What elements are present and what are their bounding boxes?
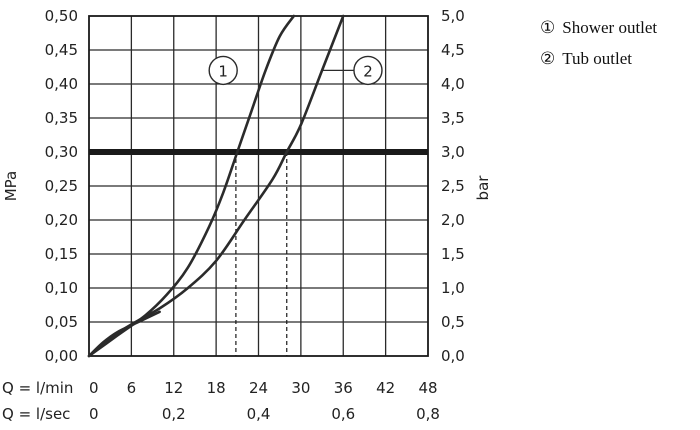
x-tick-label: 18	[207, 379, 226, 397]
y-tick-label-right: 3,5	[441, 109, 465, 127]
y-tick-label-left: 0,05	[45, 313, 78, 331]
callout-circle-1	[208, 55, 238, 86]
y-tick-label-right: 4,5	[441, 41, 465, 59]
y-tick-label-right: 2,5	[441, 177, 465, 195]
x-tick-label: 0,6	[331, 405, 355, 423]
y-tick-label-right: 1,5	[441, 245, 465, 263]
legend-item-tub-outlet: ② Tub outlet	[540, 43, 657, 74]
y-tick-label-left: 0,15	[45, 245, 78, 263]
y-tick-label-left: 0,10	[45, 279, 78, 297]
y-tick-label-right: 3,0	[441, 143, 465, 161]
y-tick-label-left: 0,30	[45, 143, 78, 161]
callout-label-2: 2	[363, 62, 373, 80]
x-tick-label: 36	[334, 379, 353, 397]
x-tick-label: 0,2	[162, 405, 186, 423]
legend-label: Tub outlet	[562, 48, 633, 68]
y-tick-label-right: 0,5	[441, 313, 465, 331]
y-tick-label-left: 0,20	[45, 211, 78, 229]
legend-item-shower-outlet: ① Shower outlet	[540, 12, 657, 43]
callout-label-1: 1	[218, 62, 228, 80]
y-tick-label-right: 4,0	[441, 75, 465, 93]
x-tick-label: 24	[249, 379, 268, 397]
y-axis-label-right: bar	[474, 175, 492, 201]
y-tick-label-right: 0,0	[441, 347, 465, 365]
x-tick-label: 6	[127, 379, 137, 397]
legend-marker: ②	[540, 48, 556, 68]
x-axis-label: Q = l/min	[2, 379, 73, 397]
y-tick-label-right: 5,0	[441, 7, 465, 25]
x-tick-label: 0,4	[247, 405, 271, 423]
callout-circle-2	[353, 55, 383, 86]
x-tick-label: 42	[376, 379, 395, 397]
y-tick-label-left: 0,35	[45, 109, 78, 127]
y-tick-label-right: 1,0	[441, 279, 465, 297]
x-tick-label: 48	[418, 379, 437, 397]
legend-marker: ①	[540, 17, 556, 37]
y-axis-label-left: MPa	[2, 171, 20, 202]
series-line-2	[87, 14, 345, 358]
y-tick-label-left: 0,45	[45, 41, 78, 59]
y-tick-label-left: 0,00	[45, 347, 78, 365]
series-line-3	[87, 310, 161, 358]
x-tick-label: 30	[291, 379, 310, 397]
x-tick-label: 0	[89, 405, 99, 423]
x-axis-label: Q = l/sec	[2, 405, 70, 423]
y-tick-label-left: 0,25	[45, 177, 78, 195]
x-tick-label: 0,8	[416, 405, 440, 423]
legend-label: Shower outlet	[562, 17, 658, 37]
legend: ① Shower outlet ② Tub outlet	[540, 12, 657, 74]
y-tick-label-left: 0,40	[45, 75, 78, 93]
x-tick-label: 12	[164, 379, 183, 397]
x-tick-label: 0	[89, 379, 99, 397]
y-tick-label-left: 0,50	[45, 7, 78, 25]
plot-frame	[88, 15, 429, 357]
y-tick-label-right: 2,0	[441, 211, 465, 229]
